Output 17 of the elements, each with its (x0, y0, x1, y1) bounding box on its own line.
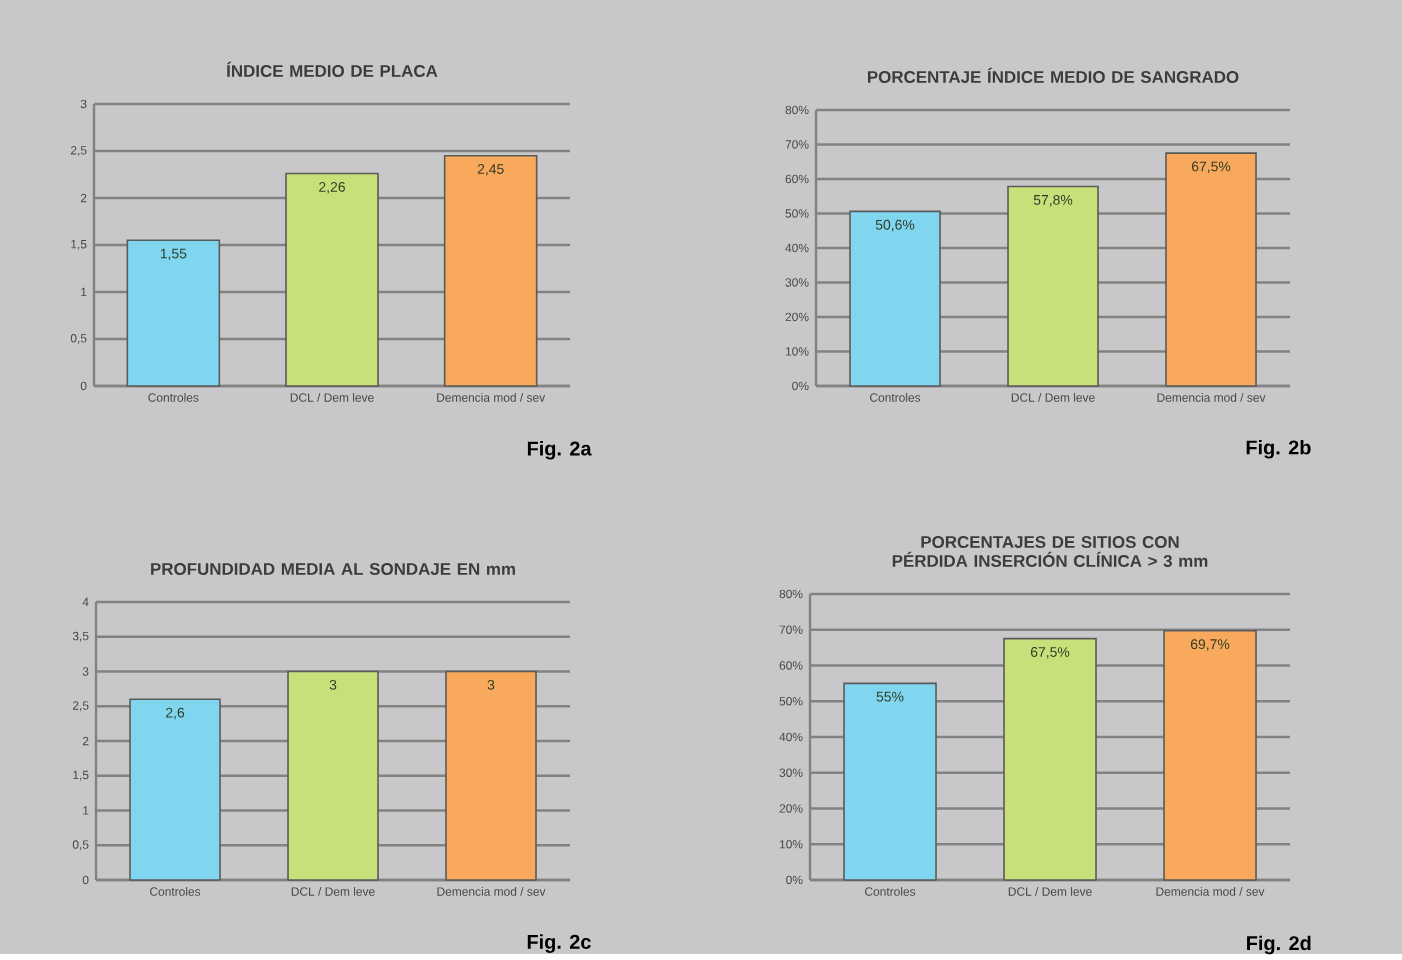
caption: Fig. 2a (527, 440, 592, 460)
bar (443, 154, 538, 387)
bar (1163, 629, 1257, 881)
bar (843, 682, 937, 881)
chart-title: PROFUNDIDAD MEDIA AL SONDAJE EN mm (151, 562, 515, 575)
chart-title: PORCENTAJES DE SITIOS CON PÉRDIDA INSERCIÓN CLÍNICA > 3 mm (892, 535, 1208, 567)
bar (1007, 185, 1099, 387)
caption: Fig. 2b (1246, 439, 1311, 459)
bar (1003, 637, 1097, 881)
caption: Fig. 2d (1247, 935, 1311, 954)
bar (1165, 151, 1257, 387)
bar (849, 210, 941, 387)
chart-title: ÍNDICE MEDIO DE PLACA (226, 61, 438, 77)
bar (126, 239, 221, 387)
chart-title: PORCENTAJE ÍNDICE MEDIO DE SANGRADO (867, 67, 1239, 83)
caption: Fig. 2c (527, 933, 591, 953)
bar (285, 172, 379, 387)
